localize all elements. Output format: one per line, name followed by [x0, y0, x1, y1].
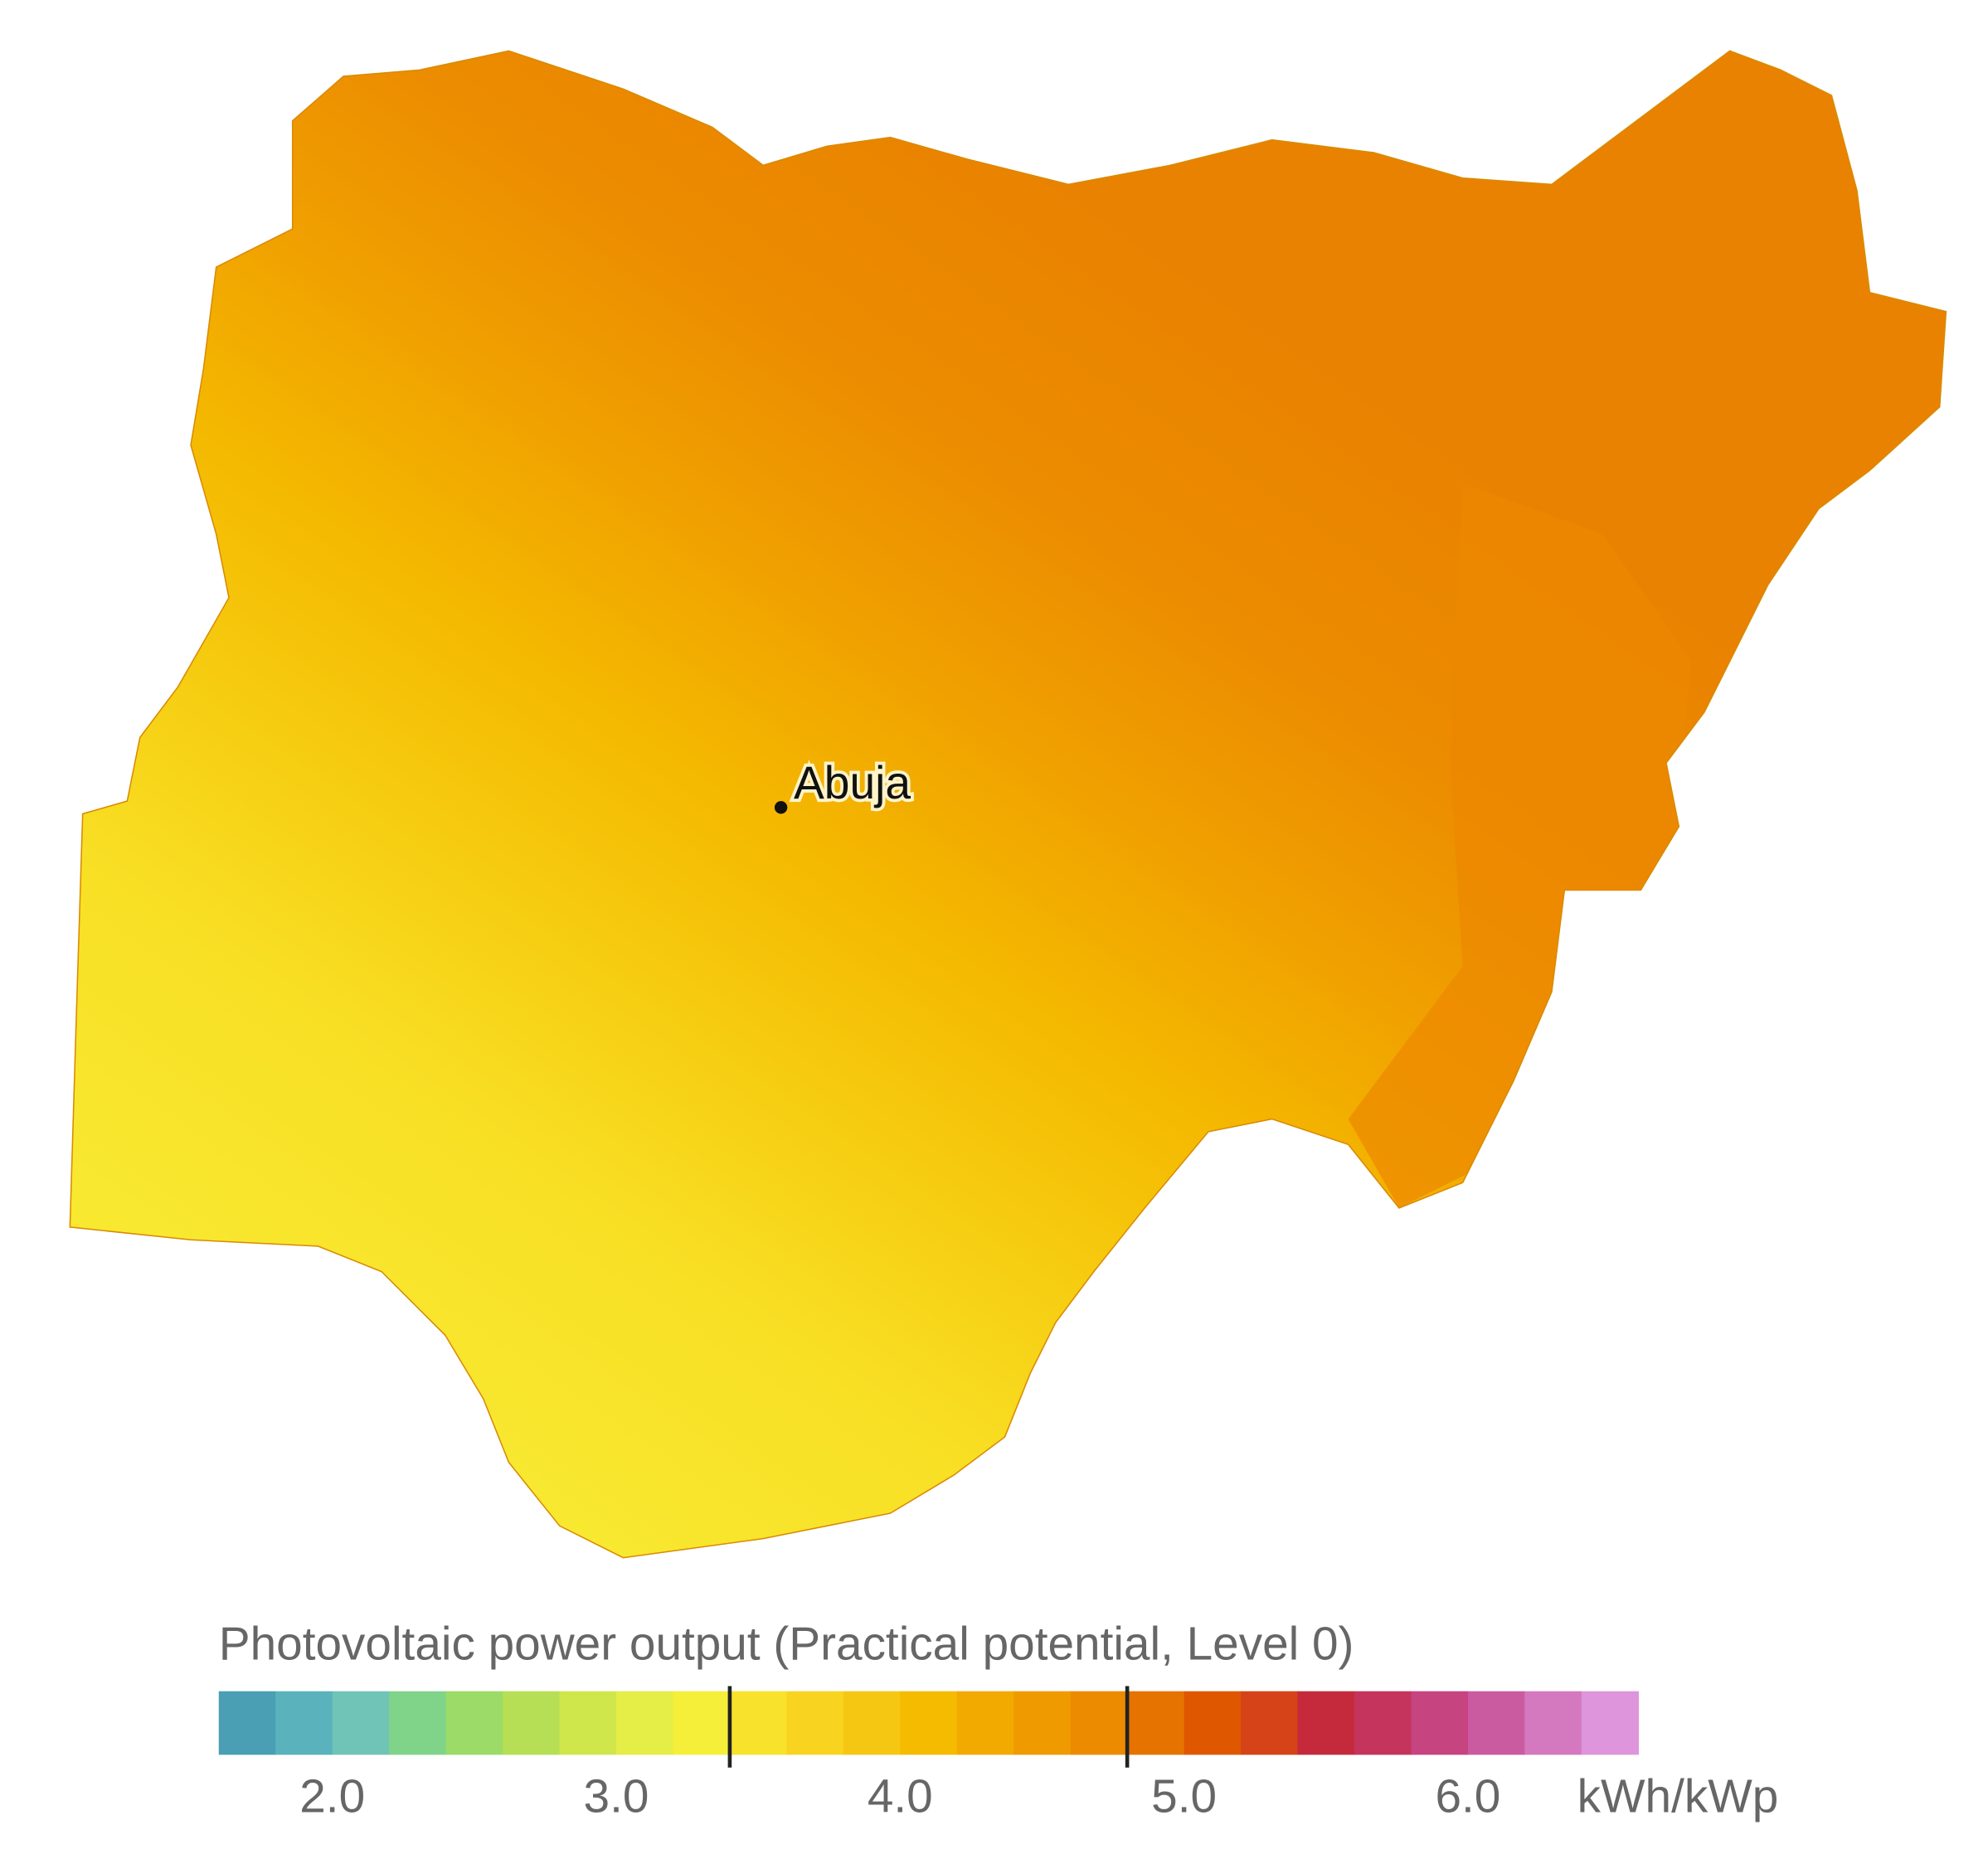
legend-tick-label: 3.0 — [584, 1770, 649, 1822]
legend-tick-label: 2.0 — [299, 1770, 365, 1822]
legend-swatch — [615, 1691, 674, 1755]
legend-swatch — [1467, 1691, 1526, 1755]
legend-swatch — [1070, 1691, 1128, 1755]
legend-tick-label: 5.0 — [1151, 1770, 1217, 1822]
legend-swatch — [332, 1691, 390, 1755]
city-label: Abuja — [794, 757, 911, 808]
legend-tick-label: 6.0 — [1435, 1770, 1500, 1822]
legend-swatch — [729, 1691, 788, 1755]
legend-swatch — [786, 1691, 844, 1755]
country-fill — [70, 51, 1947, 1558]
legend-swatch — [218, 1691, 277, 1755]
legend-swatch — [1581, 1691, 1640, 1755]
legend-tick-label: 4.0 — [868, 1770, 933, 1822]
legend-swatch — [1354, 1691, 1412, 1755]
legend-swatch — [1184, 1691, 1242, 1755]
pv-surface — [70, 51, 1947, 1558]
legend-swatch — [956, 1691, 1014, 1755]
legend-swatch — [673, 1691, 731, 1755]
legend-swatch — [445, 1691, 503, 1755]
legend-swatch — [503, 1691, 561, 1755]
legend-swatch — [275, 1691, 333, 1755]
legend-swatch — [1524, 1691, 1582, 1755]
legend-swatch — [1241, 1691, 1299, 1755]
pv-surface-east — [1348, 483, 1692, 1208]
legend-swatch — [559, 1691, 617, 1755]
legend-swatch — [1411, 1691, 1469, 1755]
legend-unit: kWh/kWp — [1577, 1770, 1779, 1822]
legend-swatch — [1127, 1691, 1185, 1755]
legend-swatch — [389, 1691, 447, 1755]
legend-swatch — [1013, 1691, 1072, 1755]
legend-title: Photovoltaic power output (Practical pot… — [219, 1618, 1354, 1670]
city-marker — [774, 801, 788, 814]
legend-swatch — [900, 1691, 958, 1755]
legend-swatch — [1297, 1691, 1355, 1755]
legend: 2.0 3.0 4.0 5.0 6.0 kWh/kWp — [218, 1686, 1779, 1822]
legend-swatch — [843, 1691, 902, 1755]
country-border — [69, 50, 1947, 1559]
